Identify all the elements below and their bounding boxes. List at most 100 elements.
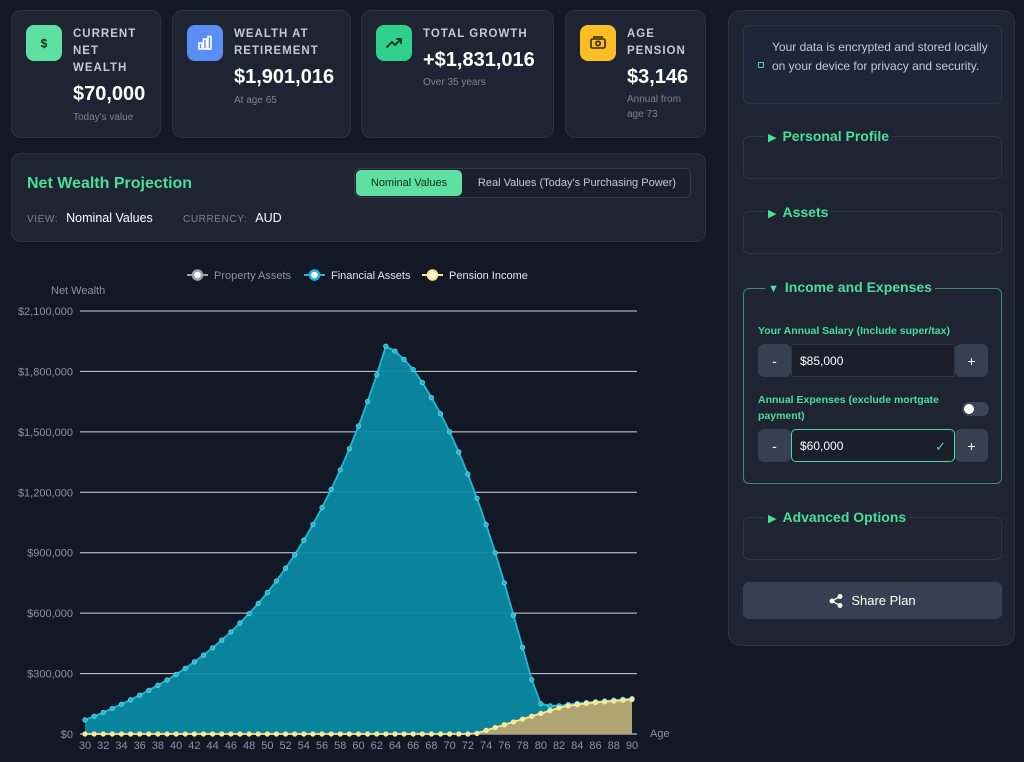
- stat-value: $70,000: [73, 83, 146, 105]
- expenses-label: Annual Expenses (exclude mortgate paymen…: [758, 394, 939, 422]
- pension-income-point: [456, 731, 462, 737]
- salary-input[interactable]: $85,000: [791, 344, 955, 377]
- x-tick-label: 80: [535, 740, 547, 752]
- share-plan-button[interactable]: Share Plan: [743, 582, 1002, 619]
- section-title: Income and Expenses: [784, 279, 932, 295]
- y-tick-label: $0: [61, 729, 73, 741]
- pension-income-point: [529, 713, 535, 719]
- stat-subtext: Today's value: [73, 112, 134, 123]
- pension-income-point: [173, 731, 179, 737]
- financial-assets-area: [85, 346, 632, 734]
- collapse-triangle-icon: ▼: [768, 283, 779, 295]
- lock-icon: [758, 62, 764, 68]
- financial-assets-point: [337, 467, 343, 473]
- financial-assets-point: [447, 429, 453, 435]
- pension-income-point: [592, 699, 599, 706]
- stat-subtext: Over 35 years: [423, 77, 486, 88]
- pension-income-point: [109, 731, 115, 737]
- legend-swatch-marker: [308, 269, 321, 281]
- privacy-notice-text: Your data is encrypted and stored locall…: [772, 40, 988, 73]
- x-tick-label: 62: [371, 740, 383, 752]
- pension-income-point: [447, 731, 453, 737]
- x-tick-label: 46: [225, 740, 237, 752]
- section-title: Personal Profile: [782, 128, 890, 144]
- expenses-decrement-button[interactable]: -: [758, 429, 791, 462]
- y-tick-label: $900,000: [27, 548, 73, 560]
- x-tick-label: 78: [516, 740, 528, 752]
- legend-label: Financial Assets: [331, 270, 411, 282]
- pension-income-point: [91, 731, 97, 737]
- x-tick-label: 32: [97, 740, 109, 752]
- stat-label: AGE PENSION: [627, 28, 686, 57]
- salary-decrement-button[interactable]: -: [758, 344, 791, 377]
- bar-chart-icon: [187, 25, 223, 61]
- pension-income-point: [264, 731, 270, 737]
- financial-assets-point: [519, 644, 526, 650]
- x-tick-label: 40: [170, 740, 182, 752]
- currency-meta: CURRENCY: AUD: [183, 211, 282, 225]
- pension-income-point: [355, 731, 362, 737]
- section-income-expenses: Your Annual Salary (Include super/tax) -…: [743, 288, 1002, 484]
- expand-triangle-icon: ▶: [768, 513, 777, 525]
- y-axis-label: Net Wealth: [51, 285, 105, 297]
- x-tick-label: 34: [115, 740, 127, 752]
- pension-income-point: [483, 727, 489, 733]
- nominal-values-button[interactable]: Nominal Values: [356, 170, 462, 196]
- pension-income-point: [146, 731, 152, 737]
- section-advanced-options-header[interactable]: ▶ Advanced Options: [765, 509, 910, 525]
- salary-label: Your Annual Salary (Include super/tax): [758, 325, 950, 337]
- financial-assets-point: [182, 665, 188, 671]
- salary-increment-button[interactable]: +: [955, 344, 988, 377]
- legend-swatch-marker: [191, 269, 204, 281]
- view-value: Nominal Values: [66, 211, 153, 225]
- x-tick-label: 52: [279, 740, 291, 752]
- financial-assets-point: [200, 652, 207, 658]
- real-values-button[interactable]: Real Values (Today's Purchasing Power): [477, 177, 677, 189]
- financial-assets-point: [173, 671, 179, 677]
- financial-assets-point: [547, 703, 553, 709]
- financial-assets-point: [137, 692, 143, 698]
- financial-assets-point: [219, 637, 225, 643]
- stat-subtext: Annual from age 73: [627, 94, 681, 120]
- pension-income-point: [301, 731, 307, 737]
- pension-income-point: [255, 731, 261, 737]
- expenses-increment-button[interactable]: +: [955, 429, 988, 462]
- trending-up-icon: [376, 25, 412, 61]
- pension-income-point: [510, 719, 517, 725]
- stat-label: WEALTH AT RETIREMENT: [234, 28, 319, 57]
- section-income-expenses-header[interactable]: ▼ Income and Expenses: [765, 279, 935, 295]
- financial-assets-point: [127, 697, 134, 703]
- pension-income-point: [374, 731, 380, 737]
- financial-assets-point: [228, 629, 234, 635]
- section-assets[interactable]: [743, 211, 1002, 254]
- pension-income-point: [501, 722, 507, 728]
- x-tick-label: 84: [571, 740, 583, 752]
- financial-assets-point: [301, 537, 307, 543]
- financial-assets-point: [374, 372, 380, 378]
- expenses-toggle[interactable]: [962, 402, 989, 416]
- pension-income-point: [282, 731, 289, 737]
- view-key: VIEW:: [27, 214, 59, 225]
- x-tick-label: 88: [608, 740, 620, 752]
- pension-income-point: [419, 731, 425, 737]
- section-assets-header[interactable]: ▶ Assets: [765, 204, 832, 220]
- financial-assets-point: [191, 659, 197, 665]
- financial-assets-point: [246, 610, 252, 617]
- expenses-input[interactable]: $60,000 ✓: [791, 429, 955, 462]
- pension-income-point: [492, 724, 498, 731]
- pension-income-point: [118, 731, 125, 737]
- financial-assets-point: [310, 521, 316, 528]
- stat-card-age-pension: AGE PENSION $3,146 Annual from age 73: [565, 10, 706, 138]
- stat-subtext: At age 65: [234, 95, 277, 106]
- pension-income-point: [82, 731, 88, 737]
- section-personal-profile-header[interactable]: ▶ Personal Profile: [765, 128, 893, 144]
- toggle-knob: [964, 404, 974, 414]
- pension-income-point: [228, 731, 234, 737]
- x-tick-label: 38: [152, 740, 164, 752]
- pension-income-point: [237, 731, 243, 737]
- value-mode-toggle: Nominal Values Real Values (Today's Purc…: [354, 168, 691, 198]
- x-tick-label: 72: [462, 740, 474, 752]
- financial-assets-point: [501, 580, 507, 586]
- financial-assets-point: [237, 620, 243, 626]
- financial-assets-point: [437, 411, 444, 417]
